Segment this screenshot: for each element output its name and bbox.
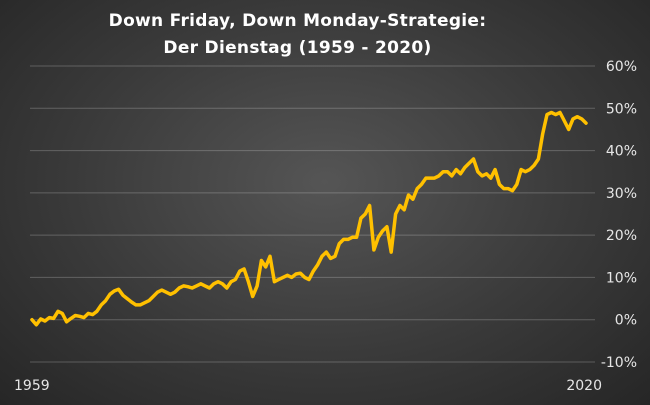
y-tick-label: 40% — [606, 144, 637, 160]
y-tick-label: -10% — [601, 355, 637, 371]
x-start-label: 1959 — [14, 378, 50, 394]
y-tick-label: 10% — [606, 270, 637, 286]
x-end-label: 2020 — [566, 378, 602, 394]
chart-title: Down Friday, Down Monday-Strategie: — [108, 11, 487, 31]
y-tick-label: 20% — [606, 228, 637, 244]
chart-title-block: Down Friday, Down Monday-Strategie: Der … — [0, 8, 595, 62]
y-tick-label: 0% — [615, 313, 637, 329]
y-tick-label: 30% — [606, 186, 637, 202]
y-tick-label: 60% — [606, 59, 637, 75]
series-line — [30, 110, 588, 327]
chart-subtitle: Der Dienstag (1959 - 2020) — [163, 38, 432, 58]
y-tick-label: 50% — [606, 101, 637, 117]
